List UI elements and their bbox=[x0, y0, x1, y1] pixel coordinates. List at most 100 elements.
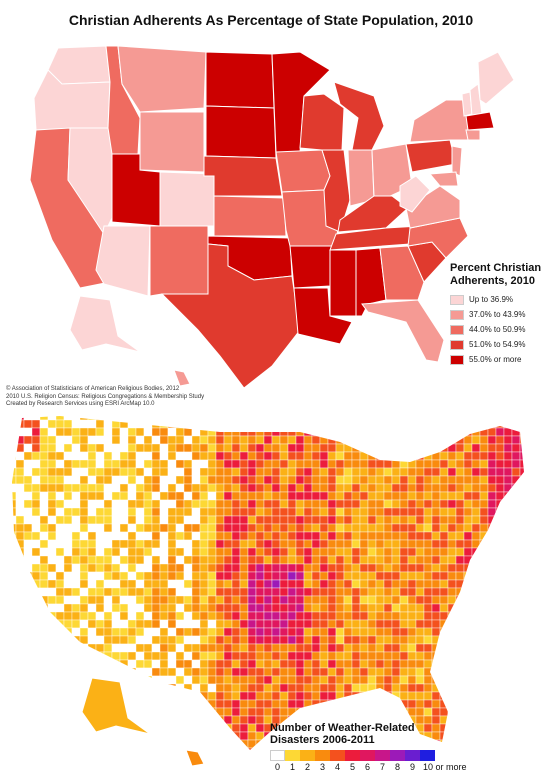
county-cell bbox=[135, 603, 145, 613]
county-cell bbox=[263, 523, 273, 533]
county-cell bbox=[135, 667, 145, 677]
county-cell bbox=[167, 419, 177, 429]
county-cell bbox=[39, 691, 49, 701]
county-cell bbox=[207, 635, 217, 645]
county-cell bbox=[519, 659, 524, 669]
county-cell bbox=[143, 579, 153, 589]
county-cell bbox=[15, 651, 25, 661]
county-cell bbox=[167, 747, 177, 750]
county-cell bbox=[327, 627, 337, 637]
county-cell bbox=[87, 523, 97, 533]
county-cell bbox=[375, 603, 385, 613]
county-cell bbox=[95, 475, 105, 485]
county-cell bbox=[255, 579, 265, 589]
county-cell bbox=[503, 571, 513, 581]
county-cell bbox=[191, 643, 201, 653]
county-cell bbox=[103, 571, 113, 581]
county-cell bbox=[255, 723, 265, 733]
county-cell bbox=[135, 491, 145, 501]
county-cell bbox=[103, 611, 113, 621]
county-cell bbox=[343, 475, 353, 485]
county-cell bbox=[391, 571, 401, 581]
county-cell bbox=[471, 659, 481, 669]
county-cell bbox=[63, 579, 73, 589]
county-cell bbox=[39, 627, 49, 637]
county-cell bbox=[111, 507, 121, 517]
county-cell bbox=[455, 611, 465, 621]
county-cell bbox=[503, 651, 513, 661]
county-cell bbox=[159, 507, 169, 517]
county-cell bbox=[135, 747, 145, 750]
county-cell bbox=[207, 667, 217, 677]
county-cell bbox=[503, 443, 513, 453]
county-cell bbox=[15, 435, 25, 445]
county-cell bbox=[335, 683, 345, 693]
county-cell bbox=[407, 507, 417, 517]
county-cell bbox=[351, 675, 361, 685]
county-cell bbox=[223, 691, 233, 701]
county-cell bbox=[95, 747, 105, 750]
county-cell bbox=[287, 691, 297, 701]
county-cell bbox=[359, 475, 369, 485]
county-cell bbox=[207, 459, 217, 469]
legend-color-step bbox=[330, 750, 345, 761]
county-cell bbox=[463, 467, 473, 477]
county-cell bbox=[463, 699, 473, 709]
county-cell bbox=[167, 555, 177, 565]
county-cell bbox=[87, 611, 97, 621]
county-cell bbox=[415, 491, 425, 501]
county-cell bbox=[407, 435, 417, 445]
county-cell bbox=[503, 435, 513, 445]
county-cell bbox=[79, 483, 89, 493]
county-cell bbox=[343, 459, 353, 469]
county-cell bbox=[447, 539, 457, 549]
county-cell bbox=[423, 507, 433, 517]
county-cell bbox=[191, 675, 201, 685]
county-cell bbox=[15, 563, 25, 573]
county-cell bbox=[247, 579, 257, 589]
county-cell bbox=[343, 427, 353, 437]
county-cell bbox=[303, 563, 313, 573]
county-cell bbox=[487, 563, 497, 573]
county-cell bbox=[343, 643, 353, 653]
county-cell bbox=[367, 459, 377, 469]
county-cell bbox=[15, 675, 25, 685]
county-cell bbox=[479, 523, 489, 533]
county-cell bbox=[528, 596, 536, 604]
county-cell bbox=[183, 619, 193, 629]
county-cell bbox=[199, 715, 209, 725]
county-cell bbox=[255, 483, 265, 493]
county-cell bbox=[528, 652, 536, 660]
county-cell bbox=[12, 739, 17, 749]
county-cell bbox=[311, 595, 321, 605]
county-cell bbox=[511, 691, 521, 701]
county-cell bbox=[335, 691, 345, 701]
county-cell bbox=[471, 539, 481, 549]
county-cell bbox=[503, 691, 513, 701]
county-cell bbox=[295, 675, 305, 685]
county-cell bbox=[143, 499, 153, 509]
county-cell bbox=[103, 491, 113, 501]
county-cell bbox=[519, 467, 524, 477]
county-cell bbox=[399, 651, 409, 661]
county-cell bbox=[519, 563, 524, 573]
county-cell bbox=[39, 427, 49, 437]
county-cell bbox=[111, 475, 121, 485]
county-cell bbox=[151, 467, 161, 477]
county-cell bbox=[151, 627, 161, 637]
county-cell bbox=[295, 579, 305, 589]
state-virginia bbox=[405, 185, 461, 229]
county-cell bbox=[79, 635, 89, 645]
county-cell bbox=[528, 660, 536, 668]
county-cell bbox=[335, 515, 345, 525]
county-cell bbox=[15, 739, 25, 749]
county-cell bbox=[375, 531, 385, 541]
county-cell bbox=[63, 635, 73, 645]
county-cell bbox=[327, 659, 337, 669]
county-cell bbox=[391, 499, 401, 509]
county-cell bbox=[143, 491, 153, 501]
county-cell bbox=[247, 443, 257, 453]
county-cell bbox=[183, 475, 193, 485]
county-cell bbox=[479, 691, 489, 701]
county-cell bbox=[503, 611, 513, 621]
